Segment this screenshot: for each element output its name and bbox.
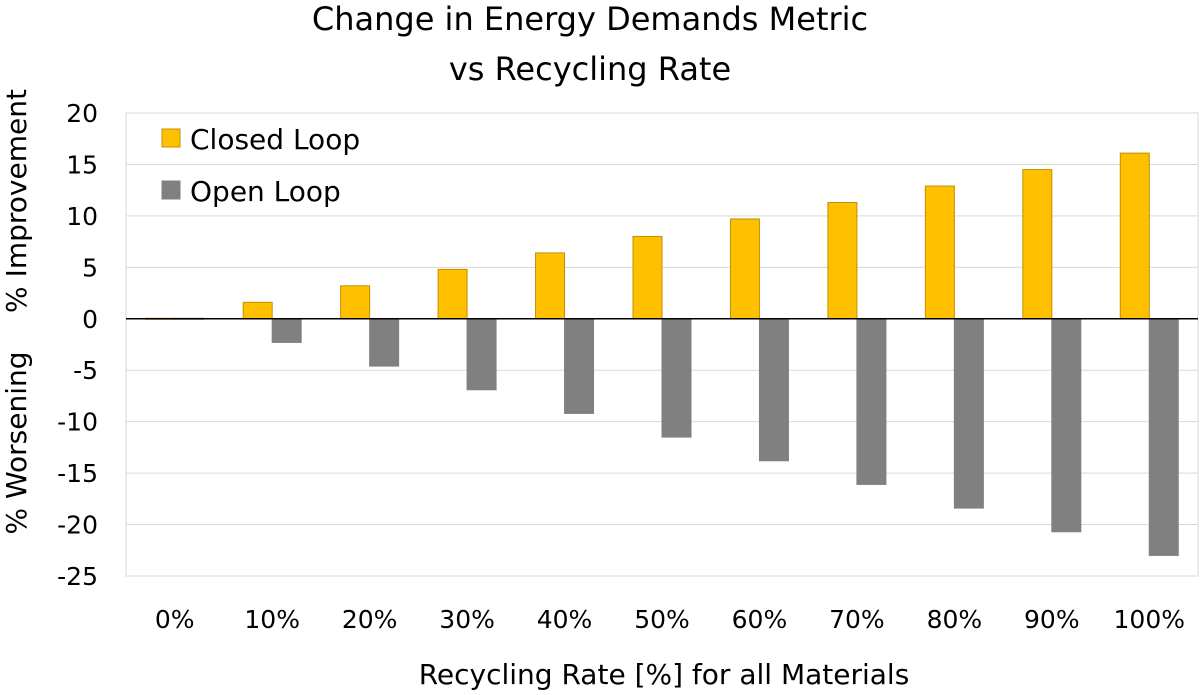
y-axis-label-worsening: % Worsening bbox=[0, 351, 33, 534]
y-tick-label: -5 bbox=[73, 356, 98, 385]
y-tick-labels: 20 15 10 5 0 -5 -10 -15 -20 -25 bbox=[57, 99, 98, 591]
bar-open-loop-30pct bbox=[466, 318, 497, 391]
legend-swatch-closed-loop bbox=[161, 128, 181, 148]
x-axis-label: Recycling Rate [%] for all Materials bbox=[419, 658, 910, 691]
bar-open-loop-70pct bbox=[856, 318, 887, 485]
chart-title-line-1: Change in Energy Demands Metric bbox=[312, 0, 868, 38]
bar-closed-loop-40pct bbox=[535, 252, 566, 320]
bar-open-loop-80pct bbox=[953, 318, 984, 509]
legend: Closed Loop Open Loop bbox=[161, 123, 360, 208]
y-tick-label: 20 bbox=[66, 99, 98, 128]
x-tick-label: 60% bbox=[732, 605, 788, 634]
y-tick-label: 15 bbox=[66, 150, 98, 179]
bar-closed-loop-30pct bbox=[437, 268, 468, 320]
legend-label-closed-loop: Closed Loop bbox=[190, 123, 360, 156]
x-tick-label: 30% bbox=[439, 605, 495, 634]
bar-open-loop-20pct bbox=[369, 318, 400, 367]
bar-closed-loop-10pct bbox=[242, 301, 273, 320]
y-tick-label: 5 bbox=[82, 253, 98, 282]
bar-open-loop-50pct bbox=[661, 318, 692, 438]
legend-swatch-open-loop bbox=[161, 180, 181, 200]
bar-closed-loop-80pct bbox=[924, 185, 955, 320]
x-tick-label: 50% bbox=[634, 605, 690, 634]
legend-label-open-loop: Open Loop bbox=[190, 175, 341, 208]
chart-title-line-2: vs Recycling Rate bbox=[449, 50, 731, 88]
x-tick-label: 0% bbox=[155, 605, 195, 634]
x-tick-label: 90% bbox=[1024, 605, 1080, 634]
x-tick-label: 70% bbox=[829, 605, 885, 634]
y-tick-label: -25 bbox=[57, 562, 98, 591]
y-tick-label: -20 bbox=[57, 511, 98, 540]
x-tick-label: 100% bbox=[1114, 605, 1185, 634]
bar-open-loop-90pct bbox=[1051, 318, 1082, 533]
y-axis-label-improvement: % Improvement bbox=[0, 89, 33, 313]
plot-area-border bbox=[125, 112, 1199, 577]
y-tick-label: 10 bbox=[66, 202, 98, 231]
bar-closed-loop-100pct bbox=[1119, 152, 1150, 320]
x-tick-label: 80% bbox=[927, 605, 983, 634]
y-tick-label: -15 bbox=[57, 459, 98, 488]
x-tick-label: 40% bbox=[537, 605, 593, 634]
bar-closed-loop-60pct bbox=[729, 218, 760, 320]
bar-closed-loop-20pct bbox=[340, 285, 371, 320]
bar-closed-loop-70pct bbox=[827, 202, 858, 320]
bar-closed-loop-50pct bbox=[632, 235, 663, 320]
bar-open-loop-10pct bbox=[271, 318, 302, 343]
y-tick-label: -10 bbox=[57, 408, 98, 437]
bar-open-loop-60pct bbox=[758, 318, 789, 462]
bar-open-loop-40pct bbox=[564, 318, 595, 414]
y-tick-label: 0 bbox=[82, 305, 98, 334]
bar-open-loop-100pct bbox=[1148, 318, 1179, 556]
x-tick-label: 20% bbox=[342, 605, 398, 634]
chart-title: Change in Energy Demands Metric vs Recyc… bbox=[312, 0, 868, 88]
x-tick-label: 10% bbox=[244, 605, 300, 634]
bar-closed-loop-90pct bbox=[1022, 169, 1053, 320]
x-tick-labels: 0% 10% 20% 30% 40% 50% 60% 70% 80% 90% 100% bbox=[155, 605, 1185, 634]
bars bbox=[145, 152, 1179, 556]
plot-frame bbox=[125, 112, 1199, 577]
